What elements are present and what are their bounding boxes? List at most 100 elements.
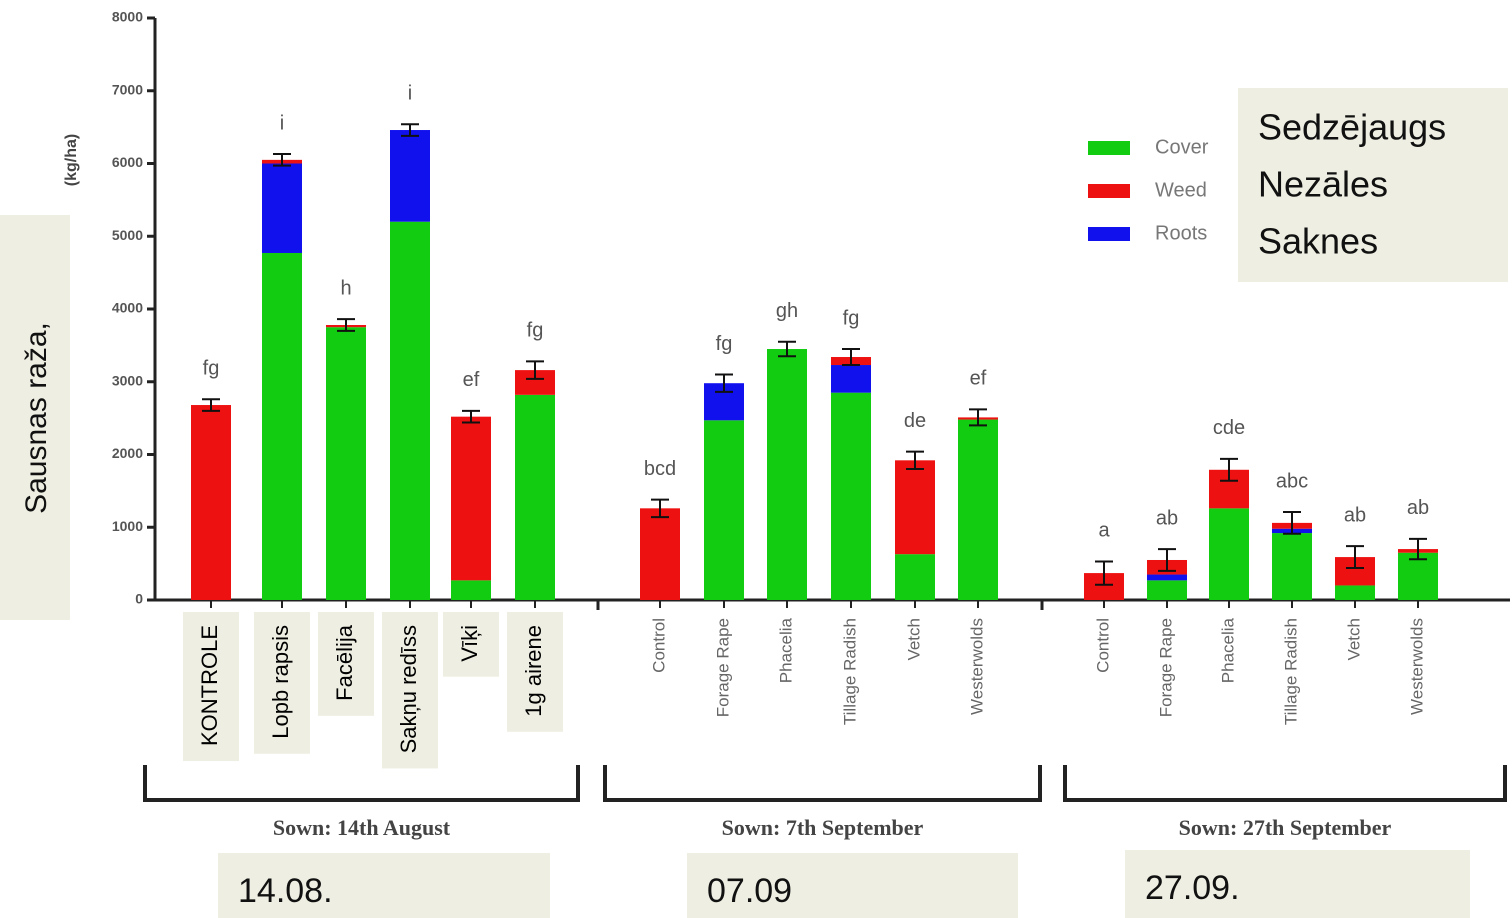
y-tick-label: 2000 [112,445,143,461]
x-tick-label: Forage Rape [1156,618,1175,717]
legend-overlay-box [1238,88,1508,282]
bar-segment [1272,533,1312,600]
bar-segment [326,327,366,600]
legend-swatch [1088,227,1130,241]
group-label: Sown: 27th September [1179,815,1392,840]
x-tick-label: Phacelia [776,617,795,683]
significance-label: fg [527,320,544,342]
error-bar [202,398,220,412]
error-bar [1158,548,1176,572]
significance-label: cde [1213,417,1245,439]
significance-label: fg [203,357,220,379]
overlay-box [0,215,70,620]
group-overlay-box [1125,850,1470,918]
legend-label: Sedzējaugs [1258,107,1446,148]
error-bar [715,373,733,393]
x-tick-label: Vetch [1344,618,1363,661]
x-tick-label: Control [649,618,668,673]
group-overlay: 27.09. [1145,869,1240,907]
x-tick-label: Sakņu redīss [396,625,421,753]
bar-segment [895,460,935,555]
significance-label: ef [970,368,987,390]
bar-segment [451,580,491,600]
error-bar [1220,457,1238,482]
group-overlay: 14.08. [238,872,333,910]
y-tick-label: 0 [135,591,143,607]
bar-segment [1147,580,1187,600]
error-bar [401,123,419,137]
x-tick-label: Facēlija [332,624,357,701]
error-bar [337,318,355,332]
bar-segment [451,416,491,581]
legend-original: Cover Weed Roots [1088,136,1209,244]
x-tick-label: Phacelia [1218,617,1237,683]
error-bar [842,348,860,367]
legend-original-label: Cover [1155,136,1209,158]
x-tick-label: 1g airene [521,625,546,717]
bar-segment [262,252,302,601]
error-bar [1409,537,1427,561]
legend: Cover Weed Roots Sedzējaugs Nezāles Saknes [1088,88,1508,282]
error-bar [462,409,480,424]
x-tick-label: Forage Rape [713,618,732,717]
label-overlay-box [443,612,499,677]
y-axis-overlay: Sausnas raža, [20,322,53,514]
bar-segment [390,221,430,600]
significance-label: h [340,277,351,299]
y-tick-label: 3000 [112,372,143,388]
significance-label: a [1098,520,1110,542]
group-bracket [143,765,580,802]
bar-segment [958,419,998,600]
significance-label: ef [463,369,480,391]
error-bar [906,450,924,471]
error-bar [526,360,544,380]
error-bar [1283,510,1301,535]
x-tick-label: Lopb rapsis [268,625,293,739]
group-label: Sown: 14th August [273,815,451,840]
label-overlay-box [318,612,374,716]
group-overlay-box [218,853,550,918]
error-bar [273,153,291,167]
legend-label: Nezāles [1258,164,1388,205]
x-tick-label: Vetch [904,618,923,661]
legend-swatch [1088,141,1130,155]
significance-label: abc [1276,470,1308,492]
bar-segment [1147,574,1187,581]
bar-segment [191,405,231,600]
group-bracket [603,765,1042,802]
bar-segment [767,349,807,600]
significance-label: fg [716,333,733,355]
significance-label: bcd [644,458,676,480]
label-overlay-box [382,612,438,769]
group-bracket [1063,765,1507,802]
legend-label: Saknes [1258,221,1378,262]
x-tick-label: Westerwolds [967,618,986,715]
significance-label: de [904,410,926,432]
x-tick-label: Vīķi [457,625,482,662]
bar-segment [1335,585,1375,600]
error-bar [969,408,987,427]
group-overlay-box [687,853,1018,918]
bar-segment [831,392,871,600]
y-tick-label: 4000 [112,300,143,316]
plot-area: 0 1000 2000 3000 4000 5000 6000 7000 8000 fg i h i ef… [112,9,1510,610]
error-bar [778,340,796,358]
legend-swatch [1088,184,1130,198]
x-tick-label: Westerwolds [1407,618,1426,715]
error-bar [1095,560,1113,586]
significance-label: i [280,112,284,134]
y-tick-label: 8000 [112,9,143,25]
label-overlay-box [183,612,239,762]
bar-segment [390,130,430,222]
bar-segment [895,554,935,600]
error-bar [651,498,669,519]
significance-label: gh [776,300,798,322]
x-tick-label: Tillage Radish [840,618,859,725]
bar-segment [831,365,871,393]
label-overlay-box [254,612,310,754]
bar-segment [1209,508,1249,600]
legend-original-label: Weed [1155,179,1207,201]
bar-segment [640,508,680,600]
significance-label: ab [1156,507,1178,529]
group-overlay: 07.09 [707,872,792,910]
